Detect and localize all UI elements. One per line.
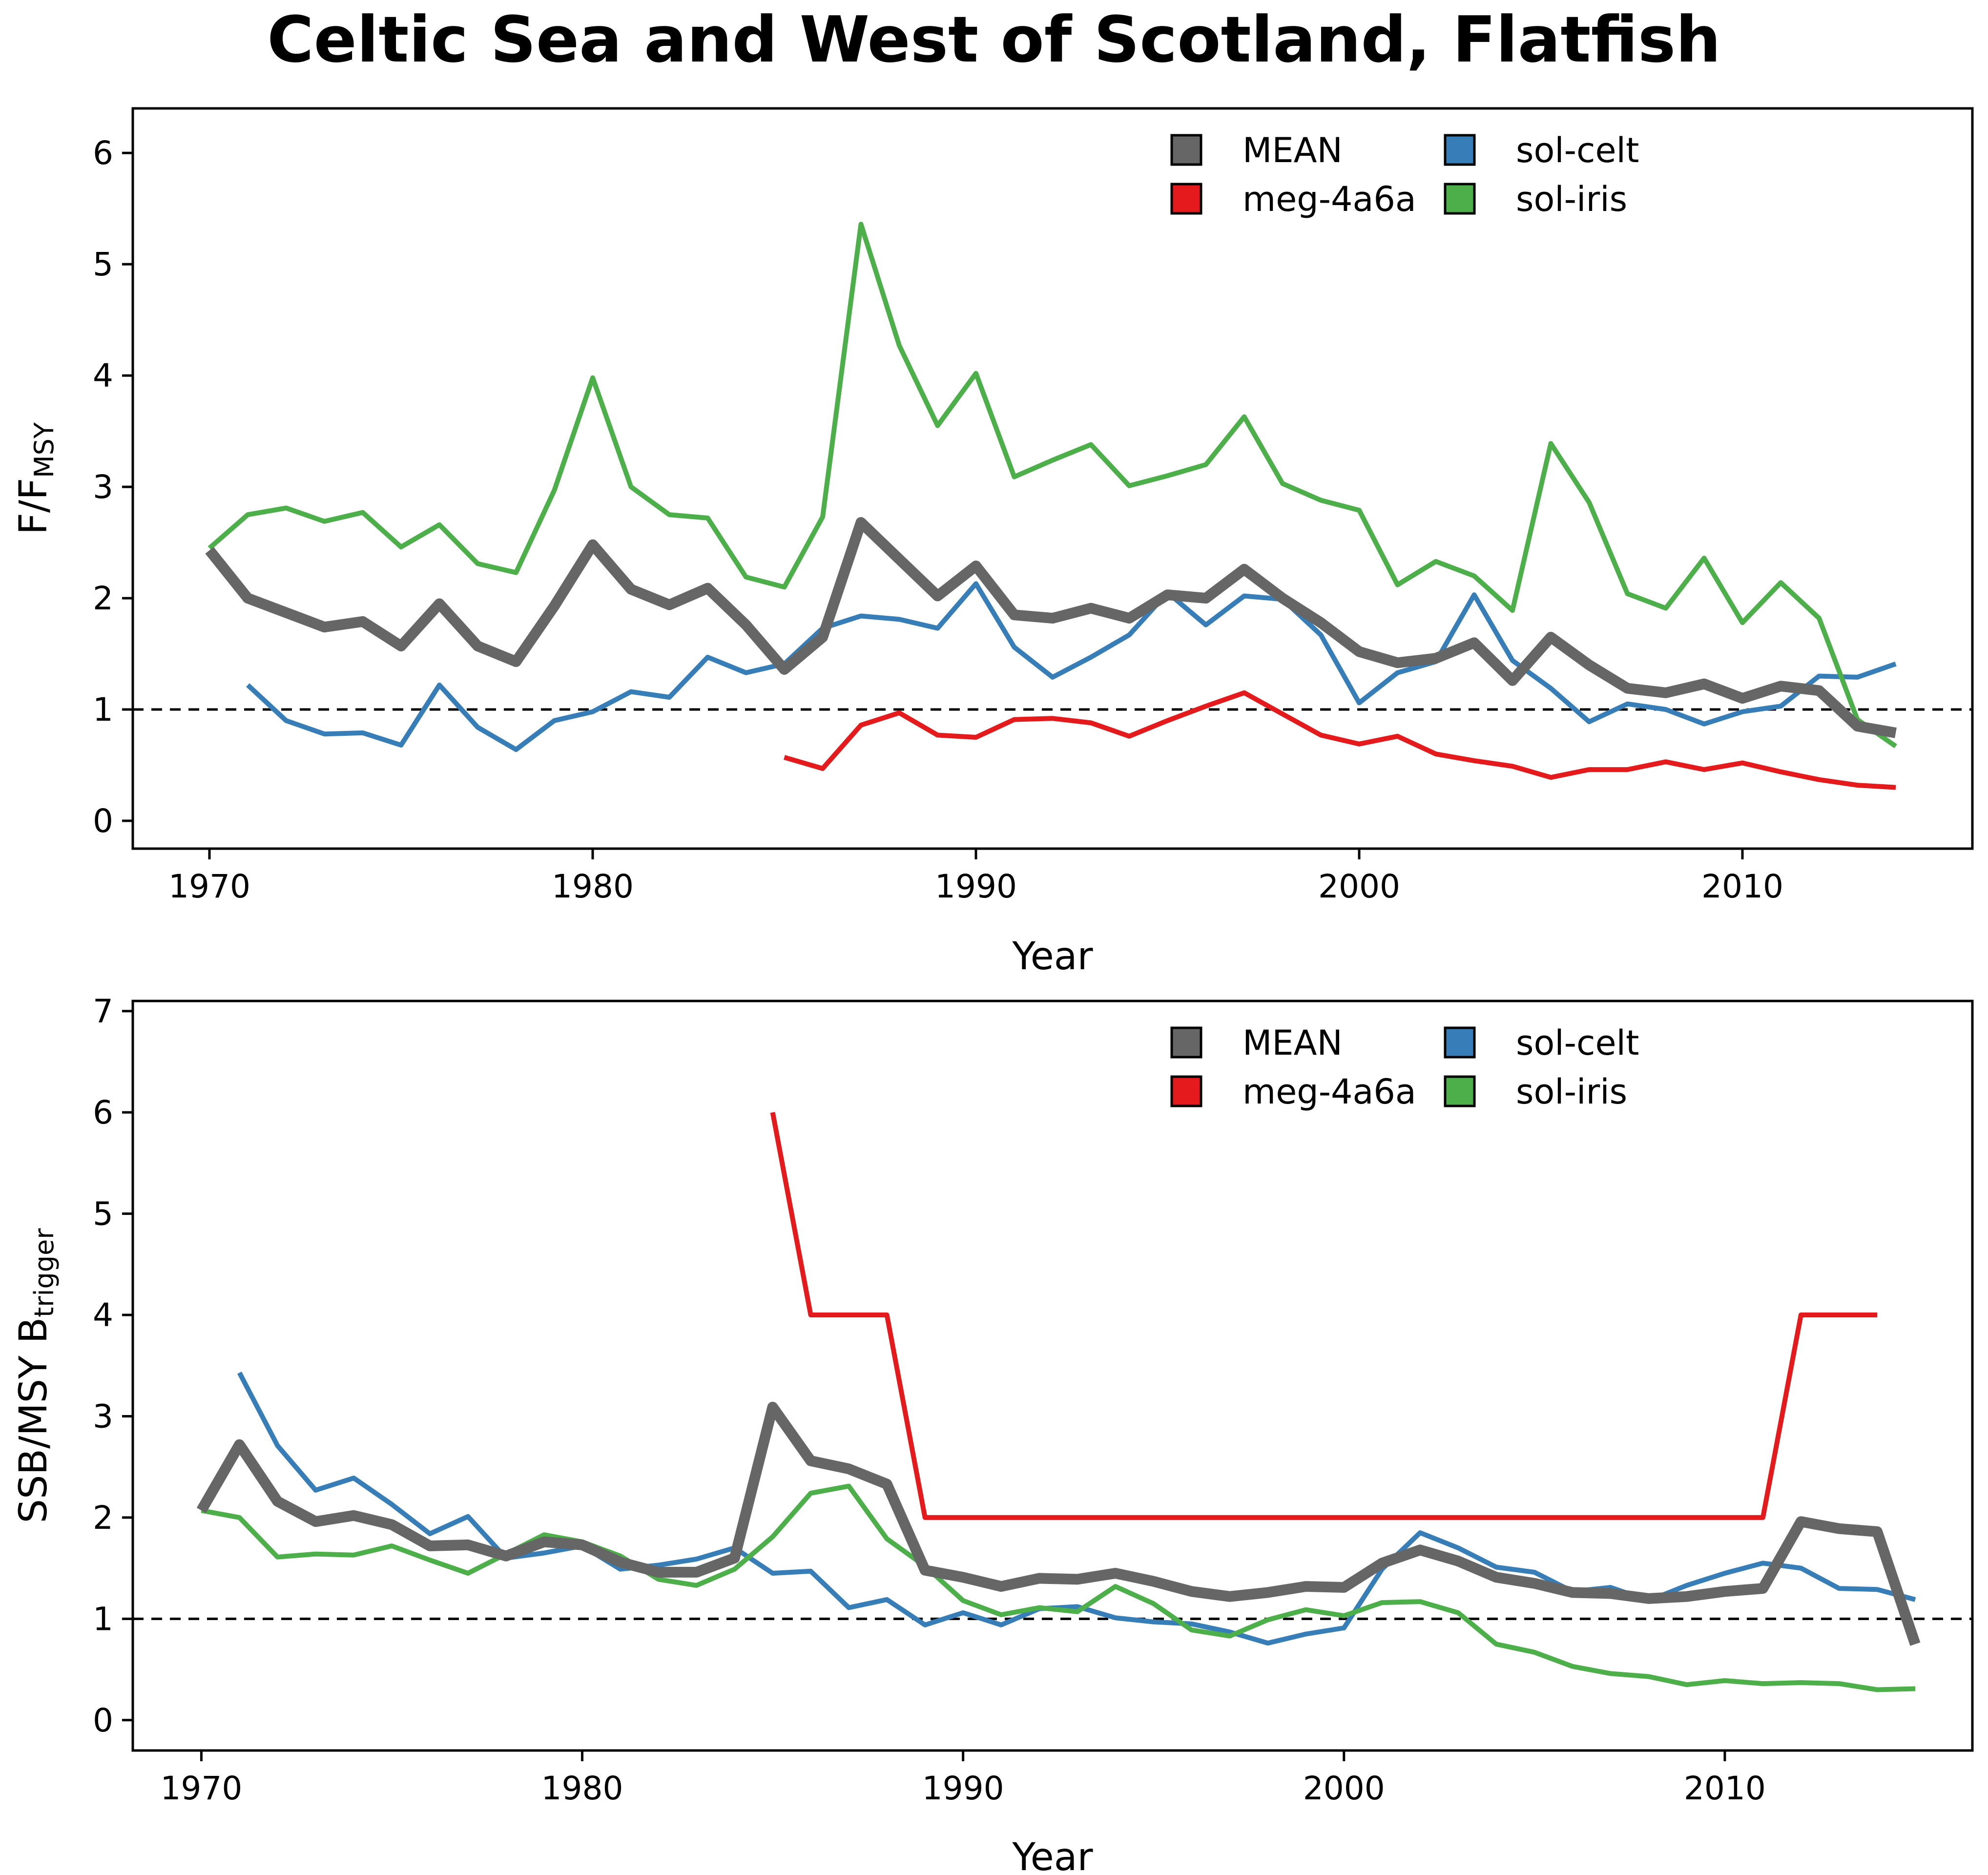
series-line-meg-4a6a bbox=[784, 690, 1896, 790]
legend-swatch-mean bbox=[1170, 1026, 1202, 1059]
legend-label-sol-celt: sol-celt bbox=[1516, 130, 1639, 170]
series-line-mean bbox=[205, 517, 1897, 738]
y-tick-label: 2 bbox=[93, 1499, 113, 1537]
y-axis-title-subscript: trigger bbox=[29, 1228, 60, 1317]
y-tick-label: 4 bbox=[93, 1296, 113, 1334]
y-tick-label: 3 bbox=[93, 1397, 113, 1435]
series-line-meg-4a6a bbox=[770, 1112, 1877, 1520]
y-tick-label: 5 bbox=[93, 1195, 113, 1233]
y-tick-label: 6 bbox=[93, 1094, 113, 1131]
y-tick-label: 0 bbox=[93, 802, 113, 840]
x-tick-label: 1990 bbox=[935, 868, 1017, 905]
series-line-sol-celt bbox=[246, 581, 1897, 752]
legend-swatch-sol-celt bbox=[1444, 1026, 1476, 1059]
y-tick-label: 1 bbox=[93, 1600, 113, 1638]
y-axis-title-subscript: MSY bbox=[29, 422, 60, 478]
series-line-sol-iris bbox=[201, 1483, 1916, 1692]
panel-1: 0 1 2 3 4 5 6 1970 1980 1990 2000 2010 Year F/FMSY MEA… bbox=[12, 107, 1974, 979]
x-tick-label: 2000 bbox=[1303, 1770, 1385, 1807]
x-axis-title: Year bbox=[1012, 1835, 1093, 1875]
x-tick-label: 1980 bbox=[541, 1770, 623, 1807]
x-tick-label: 2010 bbox=[1701, 868, 1783, 905]
series-line-sol-iris bbox=[207, 222, 1897, 749]
y-tick-label: 6 bbox=[93, 134, 113, 172]
legend-swatch-sol-iris bbox=[1444, 183, 1476, 215]
y-tick-label: 1 bbox=[93, 691, 113, 729]
page-title: Celtic Sea and West of Scotland, Flatfis… bbox=[267, 2, 1721, 77]
legend-label-sol-celt: sol-celt bbox=[1516, 1023, 1639, 1063]
legend-swatch-mean bbox=[1170, 134, 1202, 166]
series-line-mean bbox=[196, 1401, 1921, 1646]
x-tick-label: 1970 bbox=[168, 868, 250, 905]
legend-label-meg-4a6a: meg-4a6a bbox=[1242, 1072, 1416, 1112]
legend-swatch-sol-iris bbox=[1444, 1075, 1476, 1107]
legend-label-mean: MEAN bbox=[1242, 130, 1343, 170]
plot-frame bbox=[131, 1000, 1974, 1752]
legend-label-meg-4a6a: meg-4a6a bbox=[1242, 179, 1416, 219]
x-tick-label: 2000 bbox=[1318, 868, 1400, 905]
y-tick-label: 3 bbox=[93, 468, 113, 506]
legend-label-sol-iris: sol-iris bbox=[1516, 1072, 1627, 1112]
y-tick-label: 5 bbox=[93, 246, 113, 283]
legend-label-mean: MEAN bbox=[1242, 1023, 1343, 1063]
panel-2: 0 1 2 3 4 5 6 7 1970 1980 1990 2000 2010 Year SSB/MSY … bbox=[12, 993, 1974, 1875]
x-tick-label: 1990 bbox=[922, 1770, 1004, 1807]
legend-swatch-meg-4a6a bbox=[1170, 1075, 1202, 1107]
y-tick-label: 7 bbox=[93, 993, 113, 1030]
y-axis-title: F/FMSY bbox=[12, 422, 60, 535]
legend-swatch-sol-celt bbox=[1444, 134, 1476, 166]
legend-swatch-meg-4a6a bbox=[1170, 183, 1202, 215]
legend-label-sol-iris: sol-iris bbox=[1516, 179, 1627, 219]
y-tick-label: 4 bbox=[93, 357, 113, 395]
y-tick-label: 0 bbox=[93, 1702, 113, 1739]
x-tick-label: 1970 bbox=[160, 1770, 242, 1807]
y-tick-label: 2 bbox=[93, 580, 113, 617]
plot-frame bbox=[131, 107, 1974, 850]
x-axis-title: Year bbox=[1012, 935, 1093, 979]
x-tick-label: 1980 bbox=[552, 868, 634, 905]
y-axis-title: SSB/MSY Btrigger bbox=[12, 1228, 60, 1523]
x-tick-label: 2010 bbox=[1684, 1770, 1766, 1807]
